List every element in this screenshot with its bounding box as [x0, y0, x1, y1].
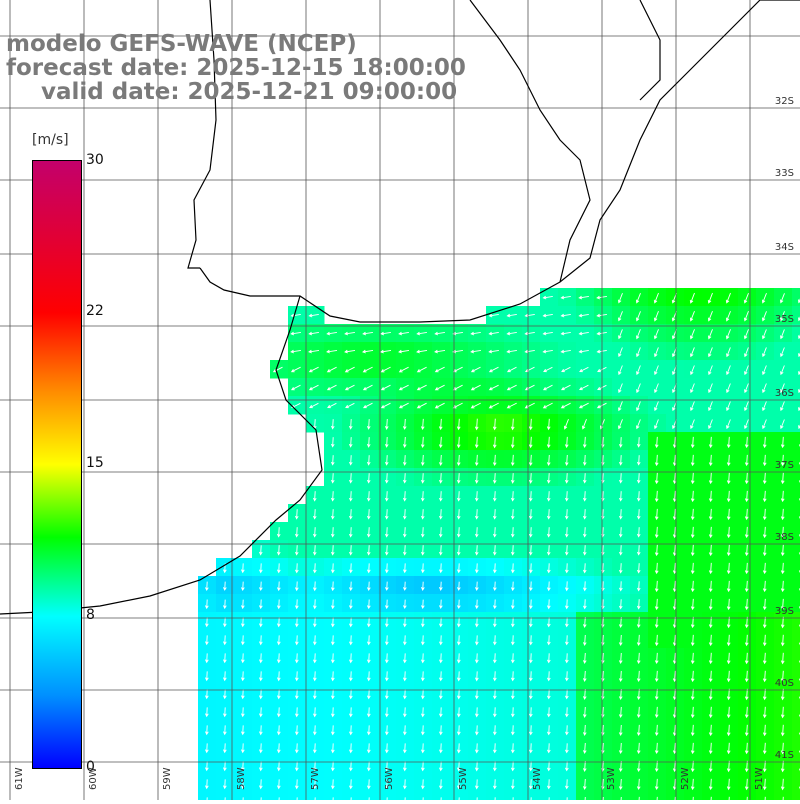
wind-cell	[792, 702, 800, 721]
lon-label: 58W	[236, 767, 247, 790]
lat-label: 40S	[775, 678, 794, 689]
wind-cell	[792, 324, 800, 343]
colorbar-tick-0: 0	[86, 759, 95, 775]
lon-label: 55W	[458, 767, 469, 790]
colorbar-tick-15: 15	[86, 455, 104, 471]
lat-label: 36S	[775, 388, 794, 399]
lat-label: 37S	[775, 460, 794, 471]
title-block: modelo GEFS-WAVE (NCEP) forecast date: 2…	[6, 32, 466, 104]
lon-label: 54W	[532, 767, 543, 790]
wind-cell	[792, 414, 800, 433]
lon-label: 53W	[606, 767, 617, 790]
lon-label: 52W	[680, 767, 691, 790]
wind-cell	[792, 630, 800, 649]
wind-cell	[792, 342, 800, 361]
colorbar-legend: [m/s] 30 22 15 8 0	[0, 0, 100, 800]
wind-cell	[792, 288, 800, 307]
wind-cell	[792, 360, 800, 379]
lon-label: 51W	[754, 767, 765, 790]
lon-label: 56W	[384, 767, 395, 790]
wind-cell	[792, 774, 800, 793]
wind-cell	[792, 558, 800, 577]
wind-cell	[792, 486, 800, 505]
lon-label: 59W	[162, 767, 173, 790]
wind-cell	[792, 648, 800, 667]
lat-label: 39S	[775, 606, 794, 617]
colorbar	[32, 160, 82, 769]
wind-cell	[792, 720, 800, 739]
wind-cell	[792, 576, 800, 595]
forecast-date: forecast date: 2025-12-15 18:00:00	[6, 56, 466, 80]
valid-date: valid date: 2025-12-21 09:00:00	[6, 80, 466, 104]
colorbar-tick-22: 22	[86, 303, 104, 319]
model-title: modelo GEFS-WAVE (NCEP)	[6, 32, 466, 56]
lat-label: 35S	[775, 314, 794, 325]
wind-cell	[792, 792, 800, 800]
wind-cell	[792, 504, 800, 523]
wind-cell	[792, 432, 800, 451]
lat-label: 33S	[775, 168, 794, 179]
lat-label: 38S	[775, 532, 794, 543]
colorbar-tick-30: 30	[86, 152, 104, 168]
colorbar-unit: [m/s]	[32, 132, 69, 148]
lon-label: 57W	[310, 767, 321, 790]
lat-label: 41S	[775, 750, 794, 761]
lat-label: 32S	[775, 96, 794, 107]
lat-label: 34S	[775, 242, 794, 253]
colorbar-tick-8: 8	[86, 607, 95, 623]
